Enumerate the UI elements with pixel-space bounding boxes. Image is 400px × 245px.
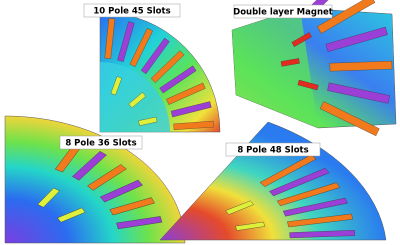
slots (225, 154, 356, 239)
magnet (138, 116, 158, 126)
label-box (83, 3, 181, 18)
magnet (235, 221, 266, 231)
label-box (233, 4, 333, 19)
slot (173, 120, 215, 130)
magnet (225, 200, 254, 215)
magnet (57, 207, 86, 223)
slot (87, 164, 127, 191)
slot (109, 197, 155, 216)
slot (117, 21, 135, 62)
slot (287, 213, 353, 228)
label-box (225, 142, 321, 157)
panel-8p48s: 8 Pole 48 Slots (159, 121, 387, 241)
panel-10p45s: 10 Pole 45 Slots (83, 3, 221, 133)
panel-double-layer: Double layer Magnet (231, 0, 397, 137)
slot (276, 182, 340, 207)
slot (159, 65, 197, 94)
slots (37, 140, 163, 230)
label-box (59, 135, 143, 150)
magnet (110, 76, 122, 96)
slot (150, 50, 185, 83)
magnet (297, 79, 319, 91)
slot (72, 151, 107, 181)
slot (325, 26, 388, 52)
stator-sector (4, 115, 186, 244)
panel-label: 10 Pole 45 Slots (93, 7, 170, 17)
slot (104, 18, 116, 59)
magnet (37, 187, 60, 208)
panel-label: 8 Pole 48 Slots (237, 146, 308, 156)
magnet (128, 92, 146, 109)
rotor-sector (232, 8, 318, 128)
panel-label: 8 Pole 36 Slots (65, 139, 136, 149)
slot (116, 216, 163, 230)
slot (269, 167, 330, 197)
slot (317, 0, 376, 34)
slot (140, 37, 170, 75)
panel-label: Double layer Magnet (233, 8, 333, 18)
panel-8p36s: 8 Pole 36 Slots (4, 115, 186, 244)
slot (327, 82, 390, 104)
slot (282, 197, 348, 217)
slot (289, 230, 356, 239)
slot (166, 82, 206, 105)
slot (99, 179, 143, 203)
slot (170, 101, 212, 118)
slot (319, 101, 380, 137)
slots (104, 18, 215, 130)
magnet (280, 58, 300, 67)
magnet (291, 32, 312, 47)
slot (329, 60, 393, 72)
slot (259, 154, 317, 187)
slot (129, 28, 153, 68)
